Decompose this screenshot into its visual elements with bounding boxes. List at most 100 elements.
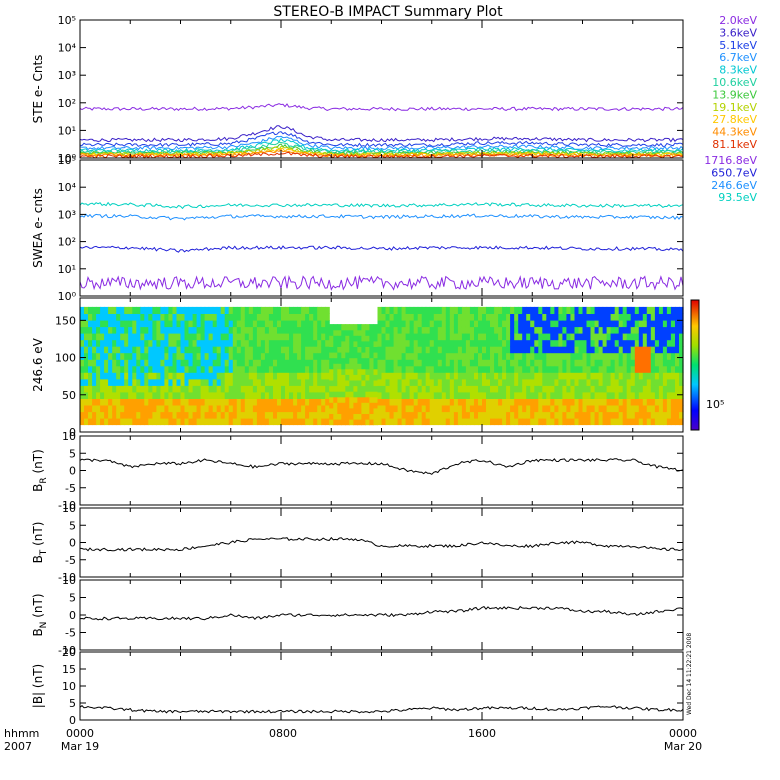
heatmap-cell xyxy=(289,333,294,341)
heatmap-cell xyxy=(244,352,250,360)
heatmap-cell xyxy=(618,306,624,314)
heatmap-cell xyxy=(598,418,604,426)
heatmap-cell xyxy=(522,411,527,419)
heatmap-cell xyxy=(634,326,640,334)
heatmap-cell xyxy=(273,326,278,334)
heatmap-cell xyxy=(180,365,186,373)
heatmap-cell xyxy=(498,346,503,354)
heatmap-cell xyxy=(176,333,182,341)
heatmap-cell xyxy=(252,359,258,367)
heatmap-cell xyxy=(498,405,503,413)
heatmap-cell xyxy=(116,405,121,413)
heatmap-cell xyxy=(522,352,527,360)
heatmap-cell xyxy=(425,320,431,328)
heatmap-cell xyxy=(100,313,105,321)
heatmap-cell xyxy=(570,385,575,393)
series-line-3.6keV xyxy=(79,125,684,143)
heatmap-cell xyxy=(670,372,676,380)
heatmap-cell xyxy=(152,306,157,314)
heatmap-cell xyxy=(554,405,559,413)
heatmap-cell xyxy=(634,306,640,314)
heatmap-cell xyxy=(100,398,105,406)
heatmap-cell xyxy=(341,346,346,353)
heatmap-cell xyxy=(373,335,379,342)
heatmap-cell xyxy=(136,352,141,360)
heatmap-cell xyxy=(289,411,294,419)
heatmap-cell xyxy=(244,359,250,367)
heatmap-cell xyxy=(373,374,379,381)
heatmap-cell xyxy=(393,352,399,360)
heatmap-cell xyxy=(84,306,89,314)
heatmap-cell xyxy=(140,385,145,393)
heatmap-cell xyxy=(486,320,491,328)
heatmap-cell xyxy=(349,385,354,392)
heatmap-cell xyxy=(341,357,346,364)
heatmap-cell xyxy=(498,378,503,386)
heatmap-cell xyxy=(401,411,407,419)
heatmap-cell xyxy=(349,402,354,409)
heatmap-cell xyxy=(421,333,427,341)
heatmap-cell xyxy=(606,398,612,406)
heatmap-cell xyxy=(361,357,366,364)
heatmap-cell xyxy=(469,346,475,354)
heatmap-cell xyxy=(104,306,109,314)
heatmap-cell xyxy=(164,411,169,419)
heatmap-cell xyxy=(590,391,596,399)
heatmap-cell xyxy=(618,313,624,321)
heatmap-cell xyxy=(128,372,133,380)
heatmap-cell xyxy=(534,339,539,347)
heatmap-cell xyxy=(610,418,616,426)
heatmap-cell xyxy=(486,398,491,406)
heatmap-cell xyxy=(646,320,652,328)
heatmap-cell xyxy=(642,391,648,399)
heatmap-cell xyxy=(522,365,527,373)
heatmap-cell xyxy=(397,339,403,347)
heatmap-cell xyxy=(281,385,286,393)
heatmap-cell xyxy=(285,391,290,399)
heatmap-cell xyxy=(437,346,443,354)
heatmap-cell xyxy=(445,320,451,328)
heatmap-cell xyxy=(578,352,584,360)
heatmap-cell xyxy=(337,396,342,403)
heatmap-cell xyxy=(172,391,178,399)
heatmap-cell xyxy=(538,339,543,347)
heatmap-cell xyxy=(457,418,463,426)
heatmap-cell xyxy=(200,320,206,328)
heatmap-cell xyxy=(204,306,210,314)
heatmap-cell xyxy=(429,339,435,347)
heatmap-cell xyxy=(309,385,314,393)
heatmap-cell xyxy=(353,346,358,353)
heatmap-cell xyxy=(574,352,580,360)
heatmap-cell xyxy=(598,365,604,373)
heatmap-cell xyxy=(598,313,604,321)
legend-item: 93.5eV xyxy=(718,191,757,204)
heatmap-cell xyxy=(277,405,282,413)
heatmap-cell xyxy=(618,411,624,419)
heatmap-cell xyxy=(397,391,403,399)
heatmap-cell xyxy=(445,418,451,426)
heatmap-cell xyxy=(622,352,628,360)
heatmap-cell xyxy=(385,359,391,367)
heatmap-cell xyxy=(630,339,636,347)
heatmap-cell xyxy=(216,405,222,413)
heatmap-cell xyxy=(112,411,117,419)
heatmap-cell xyxy=(614,398,620,406)
heatmap-cell xyxy=(128,326,133,334)
heatmap-cell xyxy=(542,359,547,367)
heatmap-cell xyxy=(301,333,306,341)
heatmap-cell xyxy=(602,346,608,354)
heatmap-cell xyxy=(606,391,612,399)
y-tick-label: 5 xyxy=(69,697,76,710)
heatmap-cell xyxy=(281,418,286,426)
heatmap-cell xyxy=(289,418,294,426)
heatmap-cell xyxy=(256,391,262,399)
heatmap-cell xyxy=(136,306,141,314)
heatmap-cell xyxy=(449,313,455,321)
heatmap-cell xyxy=(478,398,483,406)
heatmap-cell xyxy=(88,391,93,399)
heatmap-cell xyxy=(273,333,278,341)
heatmap-cell xyxy=(506,313,511,321)
series-line-b-field xyxy=(79,605,684,621)
heatmap-cell xyxy=(277,398,282,406)
heatmap-cell xyxy=(377,320,383,328)
